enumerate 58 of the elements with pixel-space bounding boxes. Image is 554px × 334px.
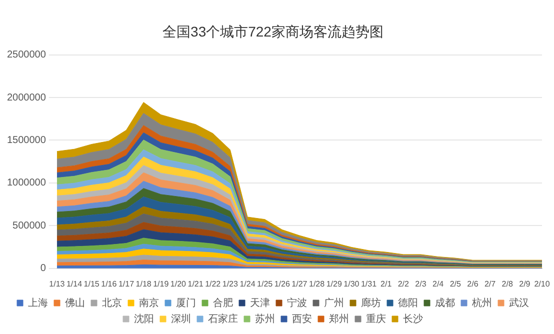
legend-label: 上海 [28, 296, 48, 309]
legend-label: 宁波 [287, 296, 307, 309]
legend-label: 南京 [139, 296, 159, 309]
legend-label: 德阳 [398, 298, 418, 309]
y-tick-label: 1000000 [6, 178, 46, 189]
legend-label: 廊坊 [361, 296, 381, 309]
chart-title: 全国33个城市722家商场客流趋势图 [162, 23, 384, 40]
x-tick-label: 1/25 [257, 279, 274, 288]
x-tick-label: 1/14 [66, 279, 83, 288]
x-tick-label: 1/29 [326, 279, 342, 288]
x-tick-label: 1/15 [84, 279, 100, 288]
legend-label: 合肥 [213, 296, 233, 309]
x-tick-label: 1/20 [170, 279, 187, 288]
legend-label: 长沙 [403, 312, 423, 325]
legend-label: 深圳 [171, 312, 191, 325]
x-tick-label: 1/18 [136, 279, 152, 288]
x-tick-label: 2/4 [432, 279, 444, 288]
legend-label: 成都 [435, 296, 455, 309]
legend-label: 厦门 [176, 296, 196, 309]
x-tick-label: 2/2 [398, 279, 410, 288]
legend-label: 武汉 [509, 296, 529, 309]
x-tick-label: 2/9 [519, 279, 531, 288]
y-tick-label: 500000 [12, 220, 46, 232]
legend-label: 苏州 [255, 312, 275, 325]
legend-label: 杭州 [471, 296, 492, 309]
y-tick-label: 2500000 [6, 50, 46, 61]
x-tick-label: 1/26 [274, 279, 290, 288]
y-tick-label: 1500000 [6, 134, 46, 146]
y-tick-label: 0 [40, 263, 46, 274]
x-tick-label: 1/21 [188, 279, 204, 288]
legend-label: 沈阳 [134, 312, 154, 325]
x-tick-label: 1/30 [344, 279, 360, 288]
x-tick-label: 2/10 [534, 279, 550, 288]
x-tick-label: 1/23 [222, 279, 238, 288]
legend-label: 石家庄 [208, 312, 238, 325]
x-tick-label: 1/24 [240, 279, 256, 288]
x-tick-label: 2/6 [467, 279, 479, 288]
legend-label: 郑州 [329, 312, 349, 325]
legend-label: 西安 [292, 312, 312, 325]
legend-label: 佛山 [65, 296, 85, 309]
legend-label: 北京 [102, 296, 122, 309]
x-tick-label: 1/16 [101, 279, 118, 288]
x-tick-label: 2/7 [484, 279, 496, 288]
x-tick-label: 2/3 [415, 279, 427, 288]
x-tick-label: 1/22 [205, 279, 222, 288]
x-tick-label: 2/5 [450, 279, 462, 288]
legend-label: 天津 [250, 296, 270, 309]
x-tick-label: 1/19 [153, 279, 170, 288]
x-tick-label: 2/1 [380, 279, 392, 288]
x-tick-label: 1/27 [292, 279, 308, 288]
x-tick-label: 1/28 [309, 279, 326, 288]
x-tick-label: 1/17 [118, 279, 135, 288]
legend-label: 广州 [324, 296, 344, 309]
y-tick-label: 2000000 [6, 92, 46, 104]
x-tick-label: 2/8 [502, 279, 514, 288]
x-tick-label: 1/31 [360, 279, 378, 288]
legend-label: 重庆 [366, 312, 386, 325]
x-tick-label: 1/13 [49, 279, 66, 288]
